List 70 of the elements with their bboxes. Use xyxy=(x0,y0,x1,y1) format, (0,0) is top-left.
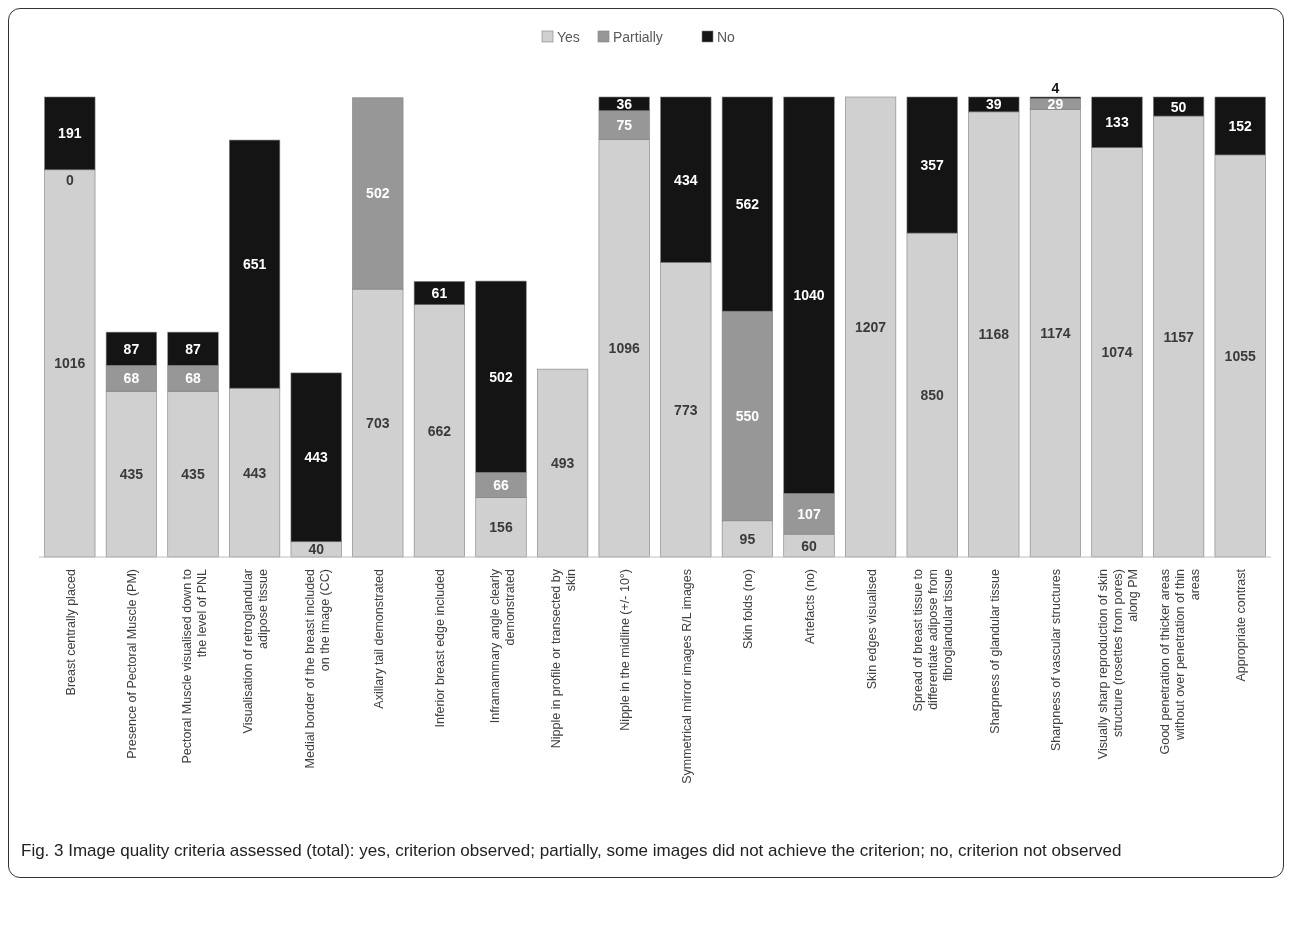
data-label: 443 xyxy=(304,449,329,466)
data-label: 95 xyxy=(739,530,756,547)
x-tick-label: Visually sharp reproduction of skin structure (rosettes from pores) along PM xyxy=(1096,568,1140,760)
data-label: 502 xyxy=(489,368,513,385)
data-label: 550 xyxy=(735,407,760,424)
x-tick-label: Axillary tail demonstrated xyxy=(371,568,386,709)
data-label: 443 xyxy=(242,464,267,481)
data-label: 1040 xyxy=(793,287,825,304)
data-label: 68 xyxy=(185,370,201,387)
x-tick-label: Inferior breast edge included xyxy=(433,568,448,728)
data-label: 156 xyxy=(489,519,513,536)
data-label: 1174 xyxy=(1040,325,1071,342)
data-label: 1074 xyxy=(1101,344,1133,361)
data-label: 651 xyxy=(242,256,267,273)
legend-label: Partially xyxy=(613,29,663,45)
data-label: 493 xyxy=(550,455,575,472)
annotation: 0 xyxy=(65,171,74,188)
x-tick-label: Nipple in profile or transected by skin xyxy=(549,568,579,749)
data-label: 39 xyxy=(986,96,1002,113)
data-label: 703 xyxy=(366,415,390,432)
data-label: 1096 xyxy=(608,340,640,357)
x-tick-label: Appropriate contrast xyxy=(1234,568,1249,682)
data-label: 435 xyxy=(119,466,144,483)
x-tick-label: Sharpness of vascular structures xyxy=(1049,569,1064,752)
data-label: 1168 xyxy=(978,326,1010,343)
data-label: 152 xyxy=(1228,117,1253,134)
x-tick-label: Skin edges visualised xyxy=(864,568,879,690)
x-tick-label: Artefacts (no) xyxy=(803,569,817,645)
data-label: 107 xyxy=(797,505,821,522)
legend-label: No xyxy=(717,29,736,45)
data-label: 1207 xyxy=(855,319,887,335)
data-label: 61 xyxy=(431,285,448,302)
data-label: 1016 xyxy=(54,355,86,372)
data-label: 850 xyxy=(920,387,945,404)
data-label: 662 xyxy=(427,422,452,439)
bar xyxy=(537,368,589,558)
data-label: 1055 xyxy=(1224,347,1256,364)
x-tick-label: Pectoral Muscle visualised down to the level of PNL xyxy=(179,568,209,764)
data-label: 562 xyxy=(735,196,760,213)
x-tick-label: Presence of Pectoral Muscle (PM) xyxy=(125,569,140,759)
data-label: 68 xyxy=(123,370,140,387)
legend-label: Yes xyxy=(557,29,580,45)
data-label: 357 xyxy=(920,157,945,174)
data-label: 60 xyxy=(801,537,817,554)
caption: Fig. 3 Image quality criteria assessed (total): yes, criterion observed; partially, some images did not achieve the criterion; no, criterion not observed xyxy=(20,840,1123,862)
data-label: 435 xyxy=(181,466,205,483)
x-tick-label: Inframammary angle clearly demonstrated xyxy=(487,568,517,724)
data-label: 502 xyxy=(366,185,390,202)
data-label: 29 xyxy=(1047,96,1064,113)
data-label: 4 xyxy=(1051,80,1060,96)
x-tick-label: Sharpness of glandular tissue xyxy=(987,568,1002,734)
data-label: 773 xyxy=(674,401,698,418)
x-tick-label: Nipple in the midline (+/- 10°) xyxy=(618,569,633,731)
x-tick-label: Skin folds (no) xyxy=(741,569,756,649)
data-label: 66 xyxy=(493,476,509,493)
x-tick-label: Symmetrical mirror images R/L images xyxy=(679,569,694,784)
data-label: 40 xyxy=(308,541,325,558)
data-label: 133 xyxy=(1105,114,1129,131)
data-label: 87 xyxy=(185,340,201,357)
data-label: 434 xyxy=(674,171,698,188)
data-label: 36 xyxy=(616,95,633,112)
bar xyxy=(845,96,897,558)
data-label: 191 xyxy=(58,125,82,142)
data-label: 1157 xyxy=(1163,328,1194,345)
x-tick-label: Breast centrally placed xyxy=(63,568,78,696)
x-tick-label: Medial border of the breast included on the image (CC) xyxy=(302,568,332,769)
x-tick-label: Spread of breast tissue to differentiate adipose from fibroglandular tissue xyxy=(911,568,956,712)
data-label: 75 xyxy=(616,117,633,134)
data-label: 87 xyxy=(123,340,140,357)
data-label: 50 xyxy=(1170,98,1187,115)
